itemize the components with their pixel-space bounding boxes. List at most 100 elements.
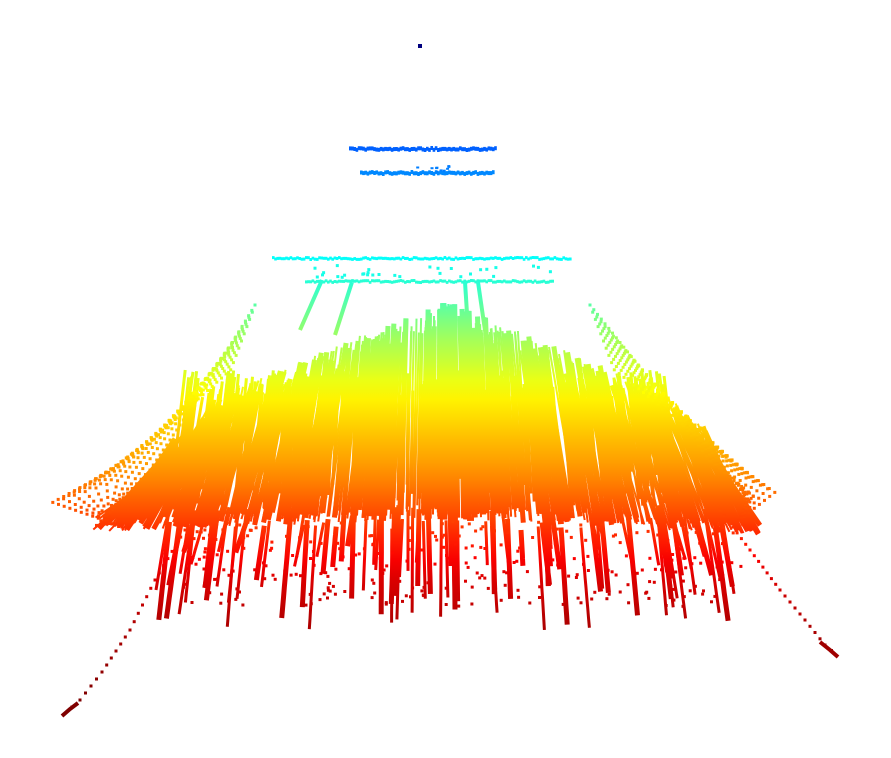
red-point	[619, 520, 623, 524]
fan-right-edge-point	[742, 471, 746, 475]
fan-right-edge-point	[751, 494, 755, 498]
fan-left-edge-point	[211, 368, 215, 372]
fan-core-strand	[498, 386, 506, 497]
fan-left-edge-point	[110, 522, 114, 526]
red-point	[721, 542, 724, 546]
red-point	[702, 589, 705, 593]
cyan-scatter-point	[536, 265, 540, 269]
cyan-crossbar-point	[338, 256, 341, 260]
red-point	[711, 532, 715, 536]
red-point	[699, 561, 703, 565]
left-tail-point	[141, 603, 144, 607]
upper-blue-line-point	[408, 147, 411, 152]
red-point	[253, 568, 257, 572]
fan-right-edge-point	[724, 470, 728, 474]
upper-blue-line-point	[393, 147, 396, 152]
fan-strands	[51, 302, 777, 536]
cyan-scatter-point	[398, 275, 402, 279]
fan-right-edge-point	[667, 403, 671, 407]
red-point	[268, 548, 272, 552]
cyan-scatter-point	[449, 267, 453, 270]
red-point	[684, 566, 688, 570]
red-point	[270, 546, 274, 550]
fan-right-edge-point	[669, 403, 673, 407]
fan-core-strand	[368, 394, 376, 474]
red-point	[206, 575, 209, 579]
fan-right-edge-point	[737, 472, 741, 476]
red-point	[612, 520, 616, 524]
fan-left-edge-point	[144, 447, 148, 450]
red-point	[538, 596, 541, 599]
red-point	[467, 522, 471, 526]
fan-right-edge-point	[659, 393, 663, 397]
fan-right-edge-point	[718, 466, 722, 470]
red-point	[685, 531, 689, 535]
lower-blue-line-point	[401, 170, 405, 175]
cyan-scatter-point	[436, 266, 440, 270]
fan-right-edge-point	[702, 441, 706, 444]
red-point	[713, 594, 717, 598]
cyan-second-crossbar-point	[529, 279, 532, 283]
upper-blue-line-point	[437, 148, 440, 152]
fan-left-edge-point	[185, 407, 188, 411]
fan-left-edge-point	[117, 493, 121, 497]
fan-left-edge-point	[57, 502, 60, 506]
fan-right-edge-point	[629, 364, 633, 368]
cyan-scatter-point	[321, 273, 324, 277]
fan-right-edge-point	[648, 379, 652, 383]
fan-right-edge-point	[755, 489, 759, 493]
cyan-crossbar-point	[342, 256, 345, 260]
cyan-scatter-point	[336, 275, 340, 279]
fan-core-strand	[311, 397, 322, 490]
red-point	[635, 571, 639, 575]
fan-strand	[115, 440, 177, 526]
fan-left-edge-point	[97, 478, 101, 482]
fan-right-edge-point	[686, 428, 689, 432]
lower-blue-line-point	[360, 170, 363, 175]
fan-right-edge-point	[617, 349, 621, 353]
fan-right-edge-point	[747, 510, 751, 514]
fan-left-edge-point	[108, 473, 112, 477]
fan-right-edge-point	[639, 371, 643, 375]
fan-right-edge-point	[710, 442, 714, 446]
lower-blue-line-point	[472, 170, 475, 175]
upper-blue-line-point	[441, 146, 444, 151]
fan-left-edge-point	[150, 446, 154, 449]
red-point	[537, 520, 541, 524]
cyan-second-crossbar-point	[478, 279, 482, 283]
red-strand	[183, 510, 197, 603]
red-point	[518, 546, 522, 550]
fan-right-edge-point	[602, 327, 606, 331]
fan-left-edge-point	[111, 468, 115, 472]
fan-left-edge-point	[132, 460, 136, 464]
red-point	[209, 523, 213, 527]
fan-right-edge-point	[626, 358, 630, 362]
fan-core-strand	[315, 382, 325, 490]
red-point	[442, 545, 445, 549]
cyan-crossbar-point	[322, 256, 326, 260]
fan-strand	[387, 330, 401, 510]
fan-core-strand	[619, 385, 634, 472]
red-point	[721, 574, 725, 578]
fan-left-edge-point	[169, 422, 173, 426]
red-point	[483, 547, 487, 550]
red-point	[362, 547, 366, 551]
red-point	[656, 533, 660, 537]
fan-left-edge-point	[224, 372, 228, 376]
cyan-second-crossbar-point	[476, 279, 480, 283]
fan-right-edge-point	[610, 361, 614, 365]
red-point	[203, 528, 207, 532]
cyan-second-crossbar-point	[503, 279, 506, 283]
red-point	[582, 562, 585, 566]
cyan-crossbar-point	[415, 256, 418, 260]
cyan-second-crossbar-point	[415, 280, 418, 284]
fan-right-edge-point	[704, 447, 708, 451]
fan-left-edge-point	[157, 433, 160, 437]
fan-left-edge-point	[172, 416, 176, 420]
fan-right-edge-point	[608, 341, 612, 344]
fan-strand	[532, 356, 551, 515]
red-point	[701, 592, 705, 596]
red-point	[666, 539, 670, 543]
